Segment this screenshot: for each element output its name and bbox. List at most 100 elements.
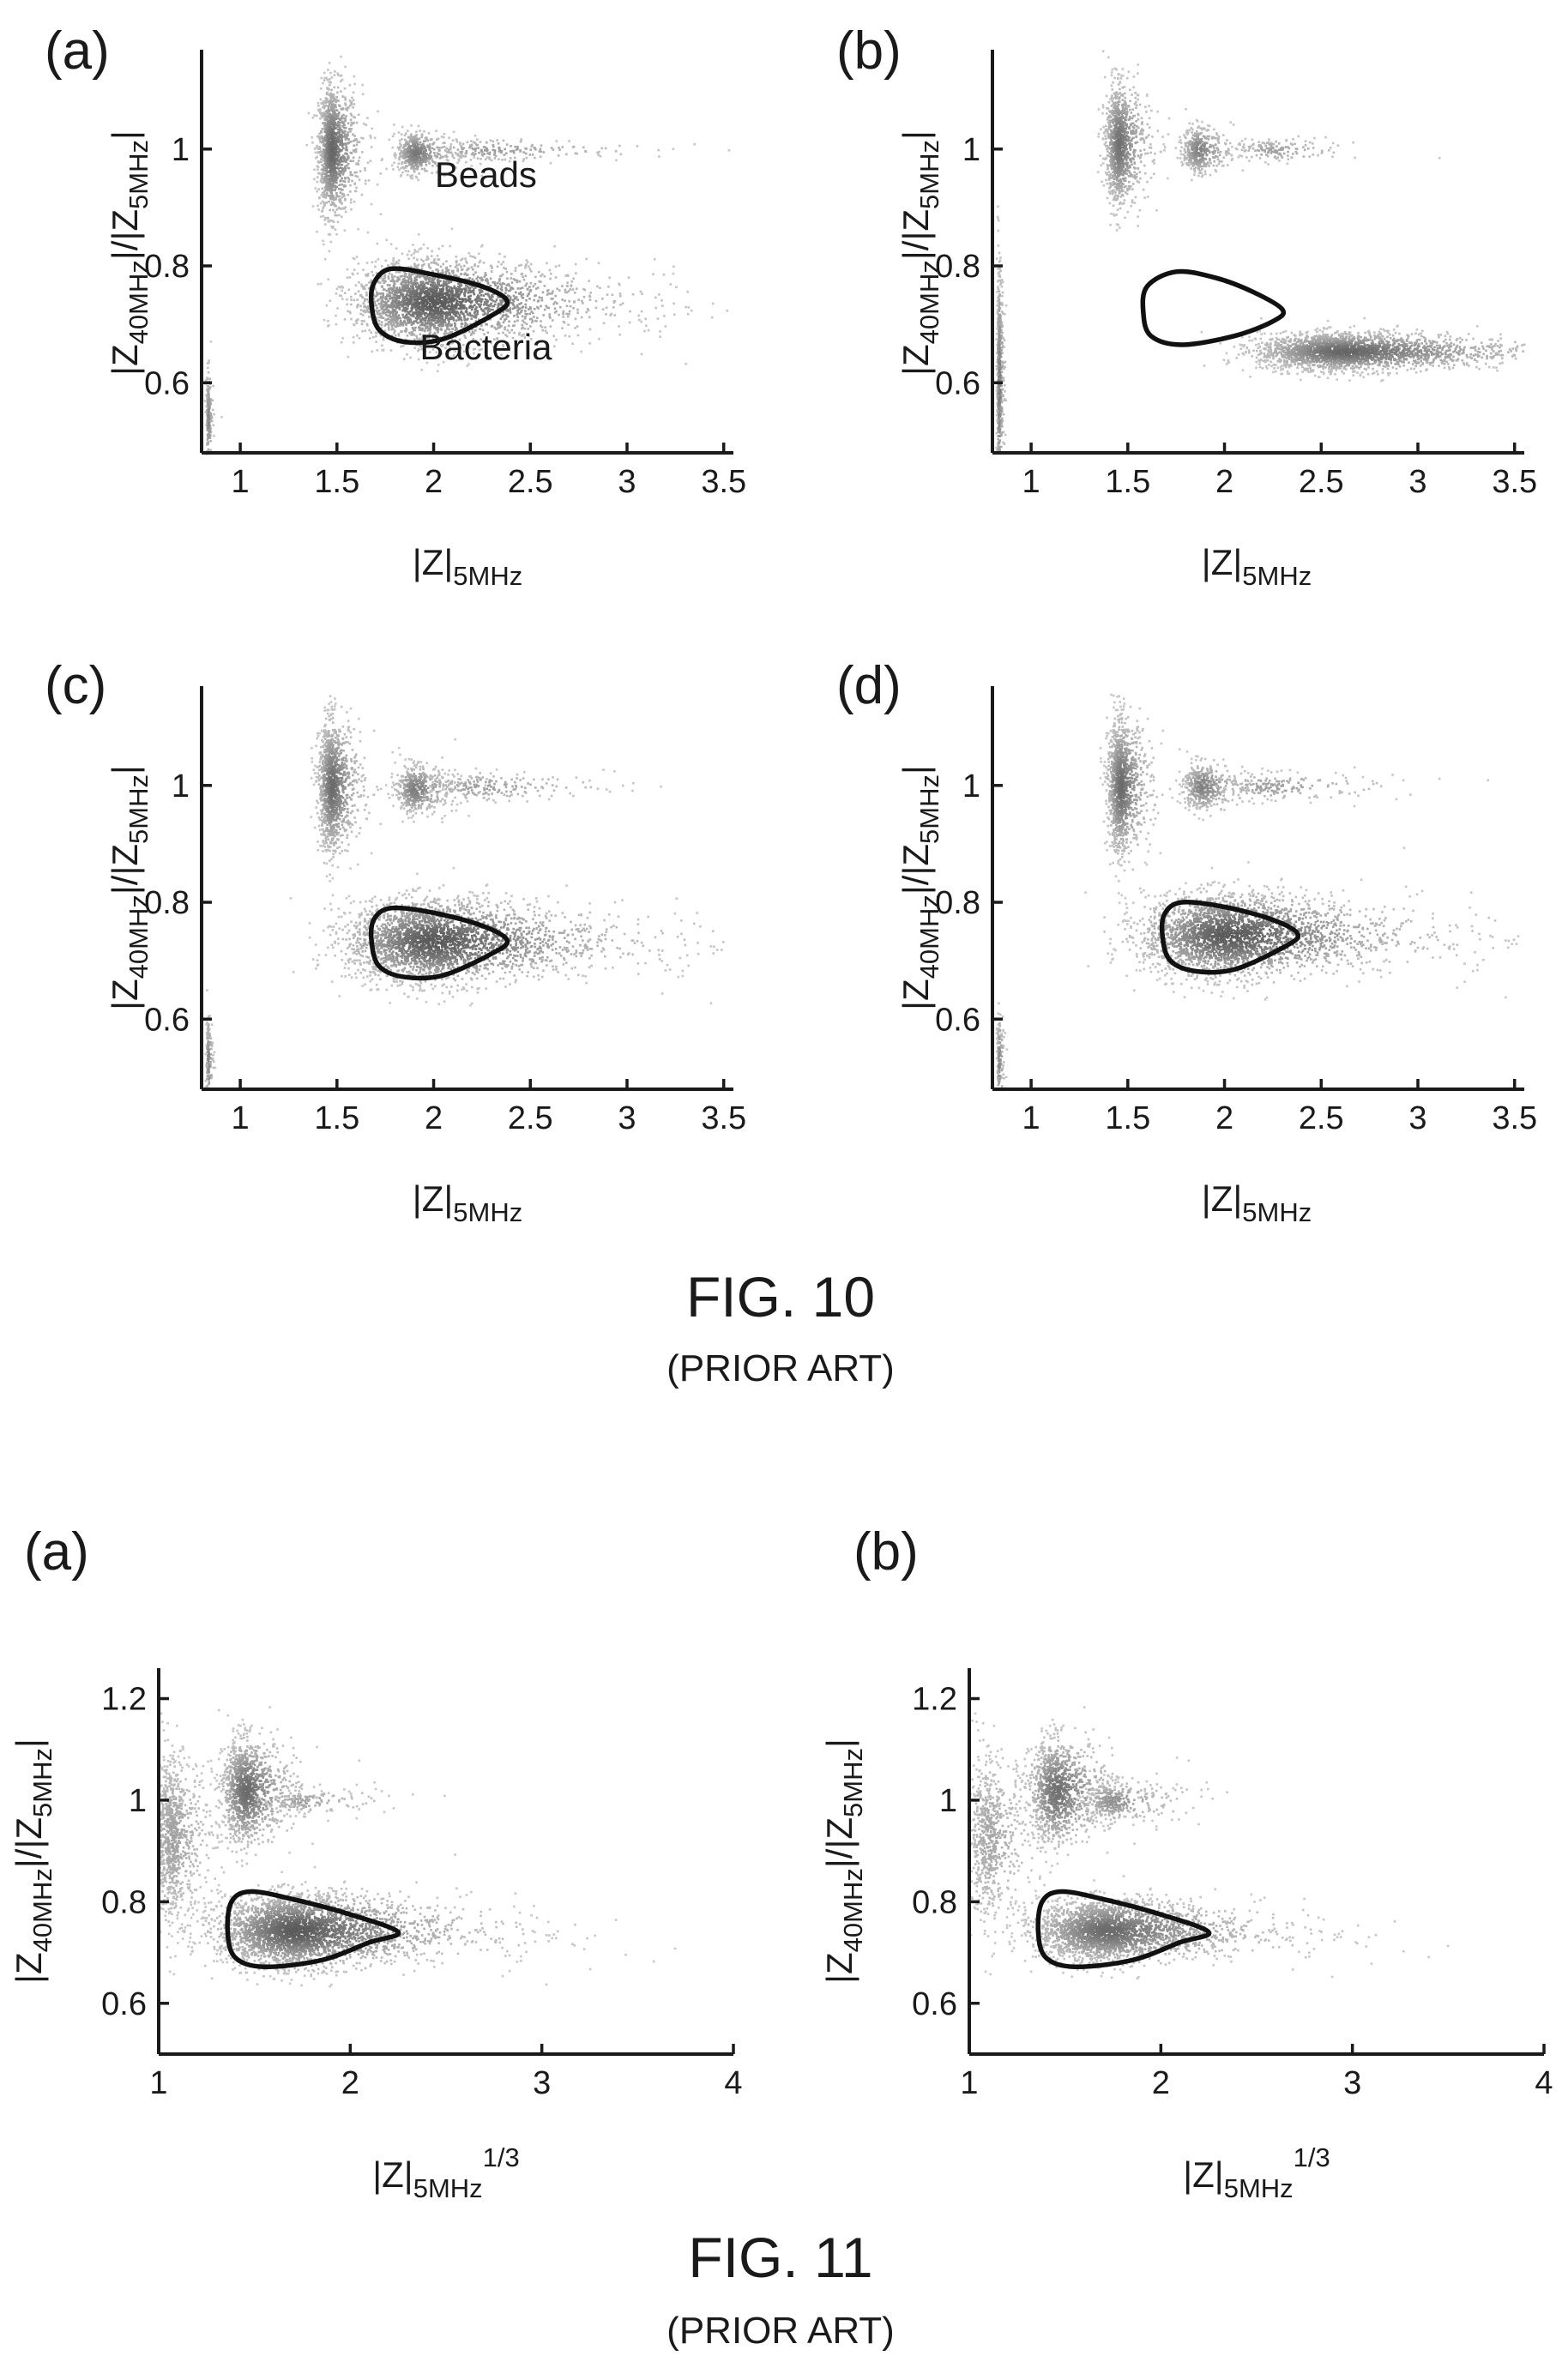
scatter-point bbox=[432, 142, 436, 144]
scatter-point bbox=[492, 281, 495, 284]
scatter-point bbox=[493, 154, 496, 156]
scatter-point bbox=[520, 140, 522, 142]
scatter-point bbox=[444, 296, 447, 298]
scatter-point bbox=[322, 181, 324, 184]
scatter-point bbox=[330, 145, 333, 148]
scatter-point bbox=[483, 153, 485, 155]
scatter-point bbox=[399, 319, 402, 322]
scatter-point bbox=[409, 136, 412, 139]
scatter-point bbox=[500, 286, 504, 289]
scatter-point bbox=[550, 272, 552, 275]
scatter-point bbox=[388, 328, 390, 331]
scatter-point bbox=[331, 203, 335, 206]
scatter-point bbox=[461, 268, 464, 271]
scatter-point bbox=[339, 75, 342, 77]
x-tick-label: 1 bbox=[232, 464, 250, 500]
scatter-point bbox=[516, 148, 519, 150]
scatter-point bbox=[326, 159, 329, 161]
scatter-point bbox=[324, 101, 328, 104]
scatter-point bbox=[327, 143, 330, 147]
scatter-point bbox=[353, 135, 356, 137]
scatter-point bbox=[447, 301, 450, 304]
scatter-point bbox=[552, 148, 555, 151]
scatter-point bbox=[457, 307, 460, 310]
scatter-point bbox=[418, 160, 420, 163]
scatter-point bbox=[337, 153, 341, 155]
scatter-point bbox=[412, 141, 415, 144]
scatter-point bbox=[494, 300, 497, 303]
scatter-point bbox=[315, 156, 317, 160]
scatter-point bbox=[401, 301, 404, 304]
scatter-point bbox=[410, 280, 413, 283]
scatter-point bbox=[547, 292, 551, 295]
scatter-point bbox=[330, 191, 333, 195]
scatter-point bbox=[438, 316, 441, 319]
scatter-point bbox=[330, 97, 333, 99]
scatter-point bbox=[383, 288, 385, 292]
scatter-point bbox=[451, 305, 455, 309]
scatter-point bbox=[429, 296, 431, 298]
scatter-point bbox=[536, 286, 540, 289]
scatter-point bbox=[479, 162, 482, 166]
scatter-point bbox=[319, 117, 322, 120]
scatter-point bbox=[469, 159, 473, 161]
scatter-point bbox=[332, 103, 335, 105]
scatter-point bbox=[343, 136, 346, 138]
scatter-point bbox=[413, 158, 416, 161]
scatter-point bbox=[344, 197, 347, 201]
scatter-point bbox=[609, 314, 612, 316]
scatter-point bbox=[329, 83, 331, 87]
scatter-point bbox=[323, 169, 327, 172]
scatter-point bbox=[484, 272, 487, 274]
scatter-point bbox=[341, 140, 343, 142]
scatter-point bbox=[464, 289, 467, 292]
scatter-point bbox=[576, 287, 578, 290]
scatter-point bbox=[316, 176, 319, 178]
scatter-point bbox=[435, 328, 437, 331]
scatter-point bbox=[341, 125, 344, 128]
scatter-point bbox=[336, 220, 340, 224]
scatter-point bbox=[528, 265, 530, 268]
scatter-point bbox=[416, 141, 419, 143]
scatter-point bbox=[463, 264, 466, 268]
scatter-point bbox=[331, 104, 334, 107]
scatter-point bbox=[394, 310, 397, 313]
scatter-point bbox=[323, 100, 325, 103]
scatter-point bbox=[389, 322, 393, 325]
scatter-point bbox=[473, 292, 476, 296]
scatter-point bbox=[423, 150, 425, 154]
scatter-point bbox=[394, 275, 396, 278]
scatter-point bbox=[607, 286, 610, 288]
scatter-point bbox=[510, 145, 512, 148]
scatter-point bbox=[410, 124, 413, 127]
scatter-point bbox=[464, 310, 467, 313]
scatter-point bbox=[337, 99, 340, 102]
scatter-point bbox=[600, 147, 603, 150]
scatter-point bbox=[325, 147, 329, 149]
scatter-point bbox=[440, 352, 443, 355]
scatter-point bbox=[407, 160, 410, 162]
scatter-point bbox=[455, 315, 458, 317]
scatter-point bbox=[328, 166, 330, 169]
scatter-point bbox=[431, 138, 433, 141]
scatter-point bbox=[333, 174, 335, 178]
scatter-point bbox=[329, 115, 331, 118]
scatter-point bbox=[329, 120, 332, 124]
scatter-point bbox=[513, 156, 516, 160]
scatter-point bbox=[323, 180, 327, 184]
scatter-point bbox=[330, 117, 333, 121]
scatter-point bbox=[354, 150, 358, 154]
scatter-point bbox=[321, 141, 323, 144]
scatter-point bbox=[329, 143, 332, 146]
scatter-point bbox=[507, 283, 510, 286]
scatter-point bbox=[493, 149, 497, 152]
scatter-point bbox=[407, 130, 409, 132]
scatter-point bbox=[442, 282, 445, 285]
scatter-point bbox=[417, 124, 420, 128]
scatter-point bbox=[489, 139, 492, 142]
scatter-point bbox=[318, 160, 322, 164]
scatter-point bbox=[419, 283, 423, 286]
scatter-point bbox=[380, 316, 383, 319]
scatter-point bbox=[393, 304, 396, 307]
scatter-point bbox=[323, 205, 325, 208]
